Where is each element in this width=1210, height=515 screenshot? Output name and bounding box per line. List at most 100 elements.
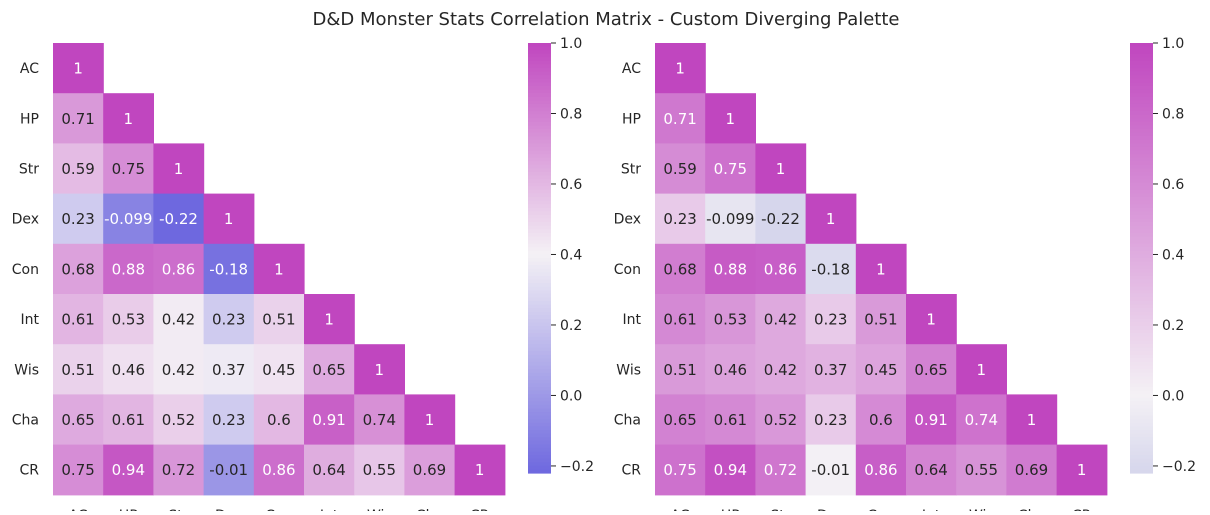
heatmap-2-y-tick-label: Cha	[614, 413, 641, 429]
colorbar-2-segment	[1130, 447, 1153, 453]
heatmap-2: 1 0.71 1 0.59 0.75 1 0.23 -0.099 -0.22 1 0.68 0.88 0…	[614, 43, 1108, 515]
colorbar-1-segment	[528, 326, 551, 331]
colorbar-2-segment	[1130, 426, 1153, 431]
heatmap-2-annotation: 0.55	[965, 461, 998, 479]
colorbar-2-segment	[1130, 204, 1153, 209]
heatmap-1-cell-cha-int	[304, 394, 355, 446]
colorbar-1-segment	[528, 129, 551, 134]
heatmap-1-annotation: 0.45	[262, 361, 295, 379]
colorbar-2-segment	[1130, 383, 1153, 388]
colorbar-1-segment	[528, 286, 551, 291]
colorbar-1-segment	[528, 347, 551, 352]
heatmap-1-cell-cr-cha	[404, 444, 456, 496]
colorbar-2-segment	[1130, 222, 1153, 227]
heatmap-2-cell-cha-int	[906, 394, 957, 446]
colorbar-1-segment	[528, 189, 551, 195]
heatmap-2-cell-con-dex	[805, 243, 857, 295]
colorbar-1-segment	[528, 293, 551, 299]
colorbar-2-segment	[1130, 118, 1153, 123]
colorbar-1-segment	[528, 304, 551, 309]
colorbar-1-tick-label: 1.0	[560, 36, 582, 52]
colorbar-1-segment	[528, 268, 551, 273]
heatmap-2-annotation: 0.42	[764, 361, 797, 379]
heatmap-1-annotation: 1	[274, 260, 284, 278]
heatmap-1-annotation: 0.23	[212, 411, 245, 429]
heatmap-1-annotation: 0.75	[112, 160, 145, 178]
heatmap-2-annotation: 0.23	[814, 311, 847, 329]
colorbar-1-segment	[528, 222, 551, 227]
colorbar-2-segment	[1130, 229, 1153, 234]
colorbar-1-segment	[528, 64, 551, 69]
heatmap-2-cell-cha-hp	[705, 394, 756, 446]
colorbar-2-segment	[1130, 455, 1153, 460]
colorbar-1-segment	[528, 146, 551, 152]
figure-title: D&D Monster Stats Correlation Matrix - C…	[313, 9, 900, 30]
heatmap-2-annotation: 0.64	[914, 461, 947, 479]
colorbar-2-segment	[1130, 372, 1153, 377]
heatmap-1-y-tick-label: Con	[12, 262, 39, 278]
heatmap-2-cell-cr-wis	[956, 444, 1007, 496]
colorbar-2-segment	[1130, 451, 1153, 456]
heatmap-2-annotation: 0.88	[714, 260, 747, 278]
heatmap-2-annotation: -0.099	[706, 210, 754, 228]
heatmap-2-cell-str-str	[755, 143, 807, 195]
heatmap-1-annotation: 0.71	[61, 110, 94, 128]
colorbar-1-segment	[528, 258, 551, 263]
colorbar-2-segment	[1130, 293, 1153, 299]
colorbar-2-tick-label: −0.2	[1162, 459, 1196, 475]
colorbar-1-tick-label: −0.2	[560, 459, 594, 475]
heatmap-1-cell-wis-int	[304, 344, 355, 395]
heatmap-2-annotation: 0.94	[714, 461, 747, 479]
heatmap-2-y-tick-label: HP	[622, 111, 641, 127]
colorbar-1-segment	[528, 254, 551, 259]
colorbar-1-segment	[528, 455, 551, 460]
colorbar-2-segment	[1130, 361, 1153, 367]
heatmap-1-annotation: 0.37	[212, 361, 245, 379]
colorbar-1-segment	[528, 430, 551, 435]
colorbar-1-segment	[528, 118, 551, 123]
colorbar-1-tick-label: 0.2	[560, 318, 582, 334]
colorbar-1-segment	[528, 132, 551, 137]
heatmap-1-cell-wis-hp	[103, 344, 154, 395]
heatmap-1-annotation: 0.65	[312, 361, 345, 379]
colorbar-2-segment	[1130, 132, 1153, 137]
colorbar-2-segment	[1130, 290, 1153, 295]
colorbar-1-segment	[528, 351, 551, 356]
heatmap-2-cell-int-int	[906, 294, 957, 345]
heatmap-2-cell-wis-hp	[705, 344, 756, 395]
colorbar-1-segment	[528, 157, 551, 162]
colorbar-2-segment	[1130, 261, 1153, 266]
colorbar-2-segment	[1130, 75, 1153, 80]
heatmap-2-cell-cha-dex	[805, 394, 857, 446]
colorbar-1-segment	[528, 433, 551, 438]
colorbar-1-segment	[528, 68, 551, 73]
colorbar-2: −0.2 0.0 0.2 0.4 0.6 0.8 1.0	[1130, 36, 1196, 475]
heatmap-1-annotation: 0.52	[162, 411, 195, 429]
colorbar-2-segment	[1130, 189, 1153, 195]
colorbar-1-segment	[528, 301, 551, 306]
heatmap-2-cell-wis-ac	[655, 344, 706, 395]
heatmap-2-y-tick-label: CR	[621, 463, 641, 479]
heatmap-2-annotation: 0.65	[914, 361, 947, 379]
colorbar-2-segment	[1130, 440, 1153, 445]
heatmap-2-cell-cr-cr	[1056, 444, 1108, 496]
heatmap-2-cell-hp-ac	[655, 93, 706, 144]
colorbar-1-segment	[528, 247, 551, 252]
colorbar-1-segment	[528, 107, 551, 112]
colorbar-1-segment	[528, 243, 551, 248]
colorbar-1-segment	[528, 121, 551, 127]
colorbar-1-segment	[528, 297, 551, 302]
colorbar-2-segment	[1130, 250, 1153, 256]
colorbar-2-segment	[1130, 107, 1153, 112]
heatmap-1-cell-int-int	[304, 294, 355, 345]
heatmap-1-cell-cr-hp	[103, 444, 154, 496]
colorbar-1-segment	[528, 100, 551, 105]
heatmap-1-annotation: 0.69	[413, 461, 446, 479]
heatmap-2-cell-dex-str	[755, 193, 807, 245]
heatmap-1-cell-cha-cha	[404, 394, 456, 446]
colorbar-2-segment	[1130, 186, 1153, 191]
heatmap-2-cell-wis-dex	[805, 344, 857, 395]
heatmap-2-cell-cha-wis	[956, 394, 1007, 446]
heatmap-2-cell-con-hp	[705, 243, 756, 295]
colorbar-2-segment	[1130, 136, 1153, 141]
